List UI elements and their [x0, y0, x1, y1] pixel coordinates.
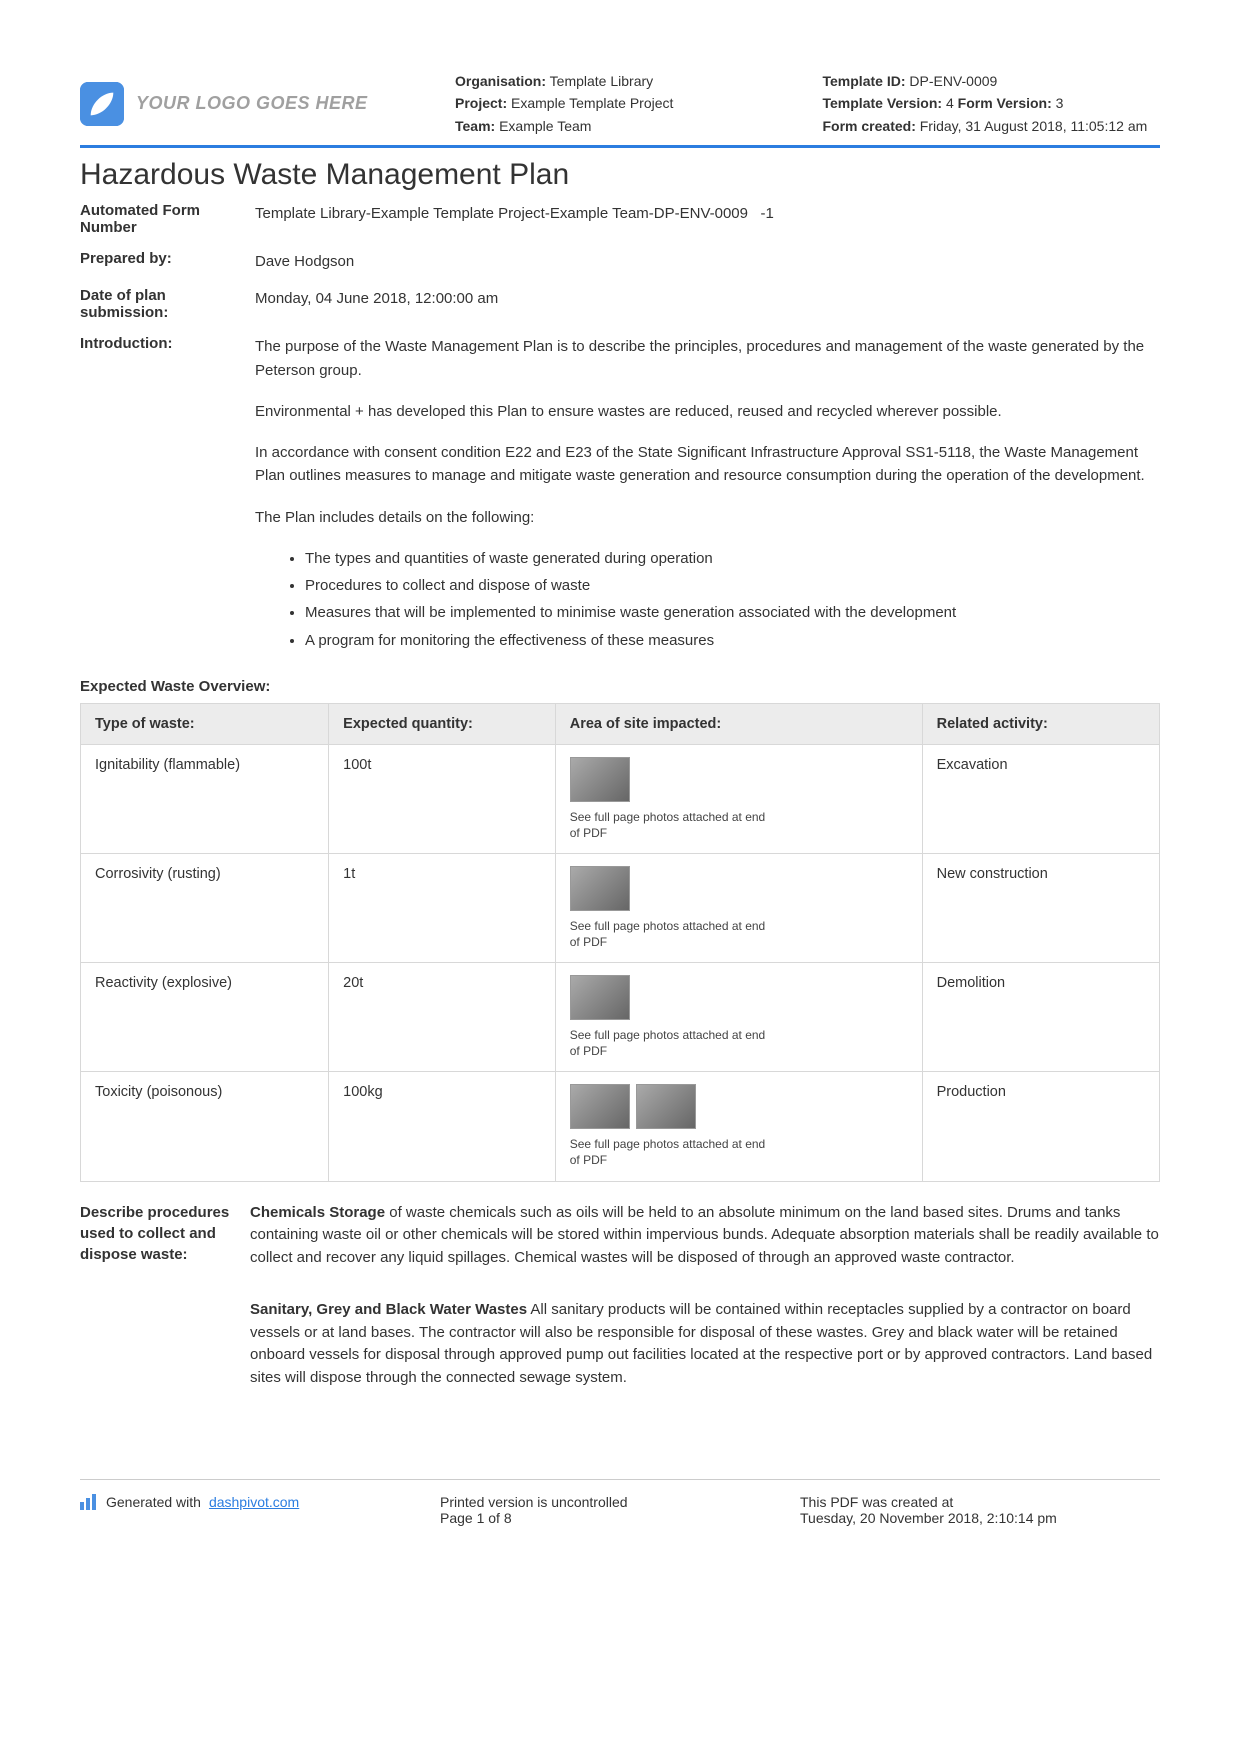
cell-activity: New construction: [922, 854, 1159, 963]
col-activity-header: Related activity:: [922, 703, 1159, 744]
org-label: Organisation:: [455, 73, 546, 89]
team-label: Team:: [455, 118, 495, 134]
procedures-p1-rest: of waste chemicals such as oils will be …: [250, 1204, 1159, 1266]
cell-area: See full page photos attached at end of …: [555, 1072, 922, 1181]
procedures-section: Describe procedures used to collect and …: [80, 1202, 1160, 1420]
photo-thumbnail: [570, 757, 630, 802]
field-introduction: Introduction: The purpose of the Waste M…: [80, 335, 1160, 656]
procedures-body: Chemicals Storage of waste chemicals suc…: [250, 1202, 1160, 1420]
template-id-label: Template ID:: [823, 73, 906, 89]
form-created-label: Form created:: [823, 118, 916, 134]
cell-qty: 100kg: [329, 1072, 556, 1181]
introduction-body: The purpose of the Waste Management Plan…: [255, 335, 1160, 656]
page-footer: Generated with dashpivot.com Printed ver…: [80, 1479, 1160, 1526]
logo-block: YOUR LOGO GOES HERE: [80, 70, 425, 137]
dashpivot-icon: [80, 1494, 98, 1510]
logo-placeholder-text: YOUR LOGO GOES HERE: [136, 93, 368, 114]
waste-overview-table: Type of waste: Expected quantity: Area o…: [80, 703, 1160, 1182]
table-row: Toxicity (poisonous)100kg See full page p…: [81, 1072, 1160, 1181]
field-form-number: Automated Form Number Template Library-E…: [80, 202, 1160, 236]
form-version-value: 3: [1052, 95, 1064, 111]
intro-bullet: Measures that will be implemented to min…: [305, 601, 1160, 624]
table-row: Ignitability (flammable)100t See full pag…: [81, 744, 1160, 853]
form-created-value: Friday, 31 August 2018, 11:05:12 am: [916, 118, 1147, 134]
cell-activity: Production: [922, 1072, 1159, 1181]
photo-thumbnail: [636, 1084, 696, 1129]
submission-value: Monday, 04 June 2018, 12:00:00 am: [255, 287, 1160, 321]
footer-created-value: Tuesday, 20 November 2018, 2:10:14 pm: [800, 1510, 1160, 1526]
table-row: Corrosivity (rusting)1t See full page pho…: [81, 854, 1160, 963]
footer-created-label: This PDF was created at: [800, 1494, 1160, 1510]
dashpivot-link[interactable]: dashpivot.com: [209, 1494, 299, 1510]
table-row: Reactivity (explosive)20t See full page p…: [81, 963, 1160, 1072]
procedures-p2-bold: Sanitary, Grey and Black Water Wastes: [250, 1301, 527, 1318]
footer-center: Printed version is uncontrolled Page 1 o…: [440, 1494, 800, 1526]
cell-qty: 20t: [329, 963, 556, 1072]
table-header-row: Type of waste: Expected quantity: Area o…: [81, 703, 1160, 744]
cell-type: Ignitability (flammable): [81, 744, 329, 853]
project-value: Example Template Project: [507, 95, 673, 111]
photo-thumbnail: [570, 1084, 630, 1129]
cell-qty: 1t: [329, 854, 556, 963]
cell-activity: Excavation: [922, 744, 1159, 853]
footer-page-number: Page 1 of 8: [440, 1510, 800, 1526]
photo-note: See full page photos attached at end of …: [570, 919, 770, 950]
footer-uncontrolled: Printed version is uncontrolled: [440, 1494, 800, 1510]
footer-right: This PDF was created at Tuesday, 20 Nove…: [800, 1494, 1160, 1526]
team-value: Example Team: [495, 118, 591, 134]
procedures-p1-bold: Chemicals Storage: [250, 1204, 385, 1221]
cell-type: Corrosivity (rusting): [81, 854, 329, 963]
photo-note: See full page photos attached at end of …: [570, 1028, 770, 1059]
intro-bullet: The types and quantities of waste genera…: [305, 547, 1160, 570]
submission-label: Date of plan submission:: [80, 287, 255, 321]
footer-left: Generated with dashpivot.com: [80, 1494, 440, 1526]
form-number-label: Automated Form Number: [80, 202, 255, 236]
prepared-by-label: Prepared by:: [80, 250, 255, 273]
field-submission-date: Date of plan submission: Monday, 04 June…: [80, 287, 1160, 321]
intro-p3: In accordance with consent condition E22…: [255, 441, 1160, 488]
page-title: Hazardous Waste Management Plan: [80, 158, 1160, 192]
cell-area: See full page photos attached at end of …: [555, 854, 922, 963]
col-type-header: Type of waste:: [81, 703, 329, 744]
field-prepared-by: Prepared by: Dave Hodgson: [80, 250, 1160, 273]
header-meta-left: Organisation: Template Library Project: …: [455, 70, 793, 137]
template-version-value: 4: [942, 95, 958, 111]
cell-area: See full page photos attached at end of …: [555, 744, 922, 853]
org-value: Template Library: [546, 73, 653, 89]
photo-thumbnail: [570, 866, 630, 911]
photo-note: See full page photos attached at end of …: [570, 810, 770, 841]
template-id-value: DP-ENV-0009: [905, 73, 997, 89]
intro-p4: The Plan includes details on the followi…: [255, 506, 1160, 529]
col-qty-header: Expected quantity:: [329, 703, 556, 744]
form-version-label: Form Version:: [958, 95, 1052, 111]
procedures-p1: Chemicals Storage of waste chemicals suc…: [250, 1202, 1160, 1270]
introduction-label: Introduction:: [80, 335, 255, 656]
logo-icon: [80, 82, 124, 126]
document-page: YOUR LOGO GOES HERE Organisation: Templa…: [0, 0, 1240, 1566]
form-number-value: Template Library-Example Template Projec…: [255, 202, 1160, 236]
intro-bullet: A program for monitoring the effectivene…: [305, 629, 1160, 652]
cell-activity: Demolition: [922, 963, 1159, 1072]
intro-p2: Environmental + has developed this Plan …: [255, 400, 1160, 423]
header-meta-right: Template ID: DP-ENV-0009 Template Versio…: [823, 70, 1161, 137]
procedures-label: Describe procedures used to collect and …: [80, 1202, 250, 1420]
col-area-header: Area of site impacted:: [555, 703, 922, 744]
photo-note: See full page photos attached at end of …: [570, 1137, 770, 1168]
intro-bullet: Procedures to collect and dispose of was…: [305, 574, 1160, 597]
waste-overview-label: Expected Waste Overview:: [80, 678, 1160, 695]
template-version-label: Template Version:: [823, 95, 943, 111]
procedures-p2: Sanitary, Grey and Black Water Wastes Al…: [250, 1299, 1160, 1389]
footer-logo: Generated with dashpivot.com: [80, 1494, 299, 1510]
footer-generated-prefix: Generated with: [106, 1494, 201, 1510]
cell-type: Toxicity (poisonous): [81, 1072, 329, 1181]
cell-area: See full page photos attached at end of …: [555, 963, 922, 1072]
cell-type: Reactivity (explosive): [81, 963, 329, 1072]
intro-p1: The purpose of the Waste Management Plan…: [255, 335, 1160, 382]
photo-thumbnail: [570, 975, 630, 1020]
prepared-by-value: Dave Hodgson: [255, 250, 1160, 273]
project-label: Project:: [455, 95, 507, 111]
page-header: YOUR LOGO GOES HERE Organisation: Templa…: [80, 70, 1160, 148]
cell-qty: 100t: [329, 744, 556, 853]
intro-bullet-list: The types and quantities of waste genera…: [305, 547, 1160, 652]
